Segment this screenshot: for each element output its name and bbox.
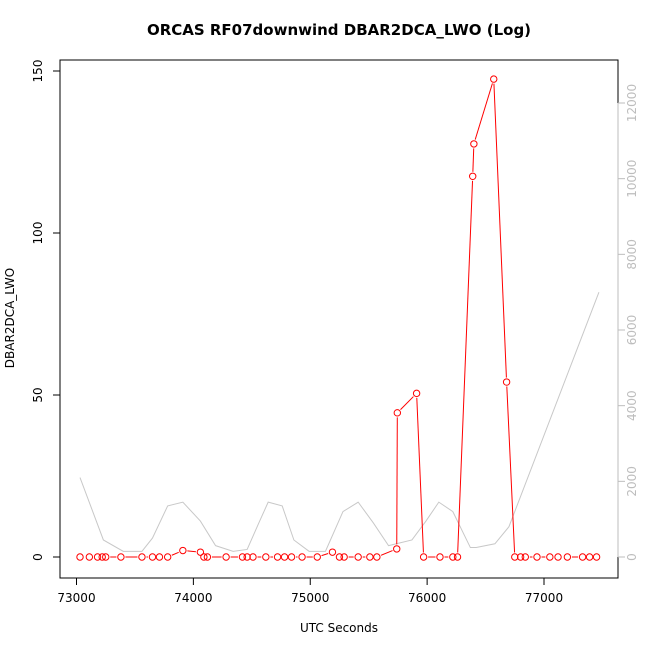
series-line-segment	[472, 148, 475, 172]
series-line-segment	[321, 553, 329, 557]
data-point	[393, 545, 401, 553]
y2-tick-label: 6000	[625, 315, 639, 346]
y-tick-label: 150	[31, 60, 45, 83]
data-point	[546, 553, 554, 561]
data-point	[196, 548, 205, 556]
y2-tick-label: 0	[625, 553, 639, 561]
series-line-segment	[396, 417, 398, 545]
data-point	[419, 553, 428, 561]
x-axis: 73000 74000 75000 76000 77000	[57, 577, 563, 605]
data-point	[179, 546, 187, 555]
series-line-segment	[506, 386, 516, 553]
data-point	[76, 553, 84, 561]
y-axis-right: 0 2000 4000 6000 8000 10000 12000	[617, 84, 639, 561]
data-point	[340, 553, 348, 561]
data-point	[148, 553, 157, 561]
data-point	[470, 140, 478, 148]
data-point	[85, 553, 94, 561]
data-point	[469, 172, 477, 181]
data-point	[138, 553, 146, 561]
series-line-segment	[493, 83, 507, 378]
data-point	[222, 553, 230, 561]
series-line-segment	[171, 551, 179, 556]
data-point	[354, 553, 362, 561]
data-point	[273, 553, 282, 561]
data-point	[393, 409, 402, 417]
data-point	[563, 553, 572, 561]
plot-frame	[59, 59, 619, 579]
y-tick-label: 50	[31, 387, 45, 402]
data-point	[335, 553, 344, 561]
data-point	[200, 553, 208, 561]
data-point	[163, 553, 172, 561]
data-point	[554, 553, 562, 561]
data-point	[280, 553, 289, 561]
data-point	[521, 553, 529, 561]
y-tick-label: 100	[31, 222, 45, 245]
data-point	[412, 389, 421, 398]
data-point	[449, 553, 457, 561]
x-tick-label: 76000	[408, 591, 446, 605]
data-point	[511, 553, 519, 561]
data-point	[249, 553, 257, 561]
chart-title: ORCAS RF07downwind DBAR2DCA_LWO (Log)	[147, 21, 531, 39]
series-line-segment	[187, 550, 196, 553]
data-point	[516, 553, 525, 561]
data-point	[98, 553, 106, 561]
data-point	[287, 553, 296, 561]
y-axis-label: DBAR2DCA_LWO	[3, 268, 17, 368]
y2-tick-label: 2000	[625, 466, 639, 497]
data-point	[453, 553, 462, 561]
y2-tick-label: 8000	[625, 239, 639, 270]
data-point	[102, 553, 110, 561]
x-axis-label: UTC Seconds	[300, 621, 378, 635]
x-tick-label: 74000	[174, 591, 212, 605]
data-point	[592, 553, 601, 561]
x-tick-label: 73000	[57, 591, 95, 605]
data-point	[490, 75, 498, 83]
data-point	[117, 553, 125, 561]
y-axis-left: 0 50 100 150	[31, 60, 61, 561]
series-line-segment	[416, 397, 424, 553]
data-point	[502, 378, 511, 386]
data-point	[578, 553, 587, 561]
data-point	[238, 553, 247, 561]
data-point	[313, 553, 321, 561]
y2-tick-label: 12000	[625, 84, 639, 122]
data-point	[203, 553, 212, 561]
data-point	[533, 553, 541, 561]
data-point	[262, 553, 270, 561]
series-layer	[76, 75, 601, 561]
data-point	[366, 553, 374, 561]
data-point	[298, 553, 306, 561]
y2-tick-label: 10000	[625, 160, 639, 198]
y-tick-label: 0	[31, 553, 45, 561]
data-point	[155, 553, 164, 561]
x-tick-label: 75000	[291, 591, 329, 605]
data-point	[93, 553, 102, 561]
series-line-segment	[380, 550, 393, 556]
series-line-segment	[400, 396, 414, 410]
series-line-segment	[474, 83, 493, 140]
series-line-segment	[457, 180, 474, 553]
data-point	[243, 553, 251, 561]
data-point	[585, 553, 594, 561]
series-line-secondary	[79, 291, 600, 552]
y2-tick-label: 4000	[625, 390, 639, 421]
x-tick-label: 77000	[525, 591, 563, 605]
data-point	[328, 548, 337, 556]
data-point	[436, 553, 444, 561]
data-point	[373, 553, 381, 561]
